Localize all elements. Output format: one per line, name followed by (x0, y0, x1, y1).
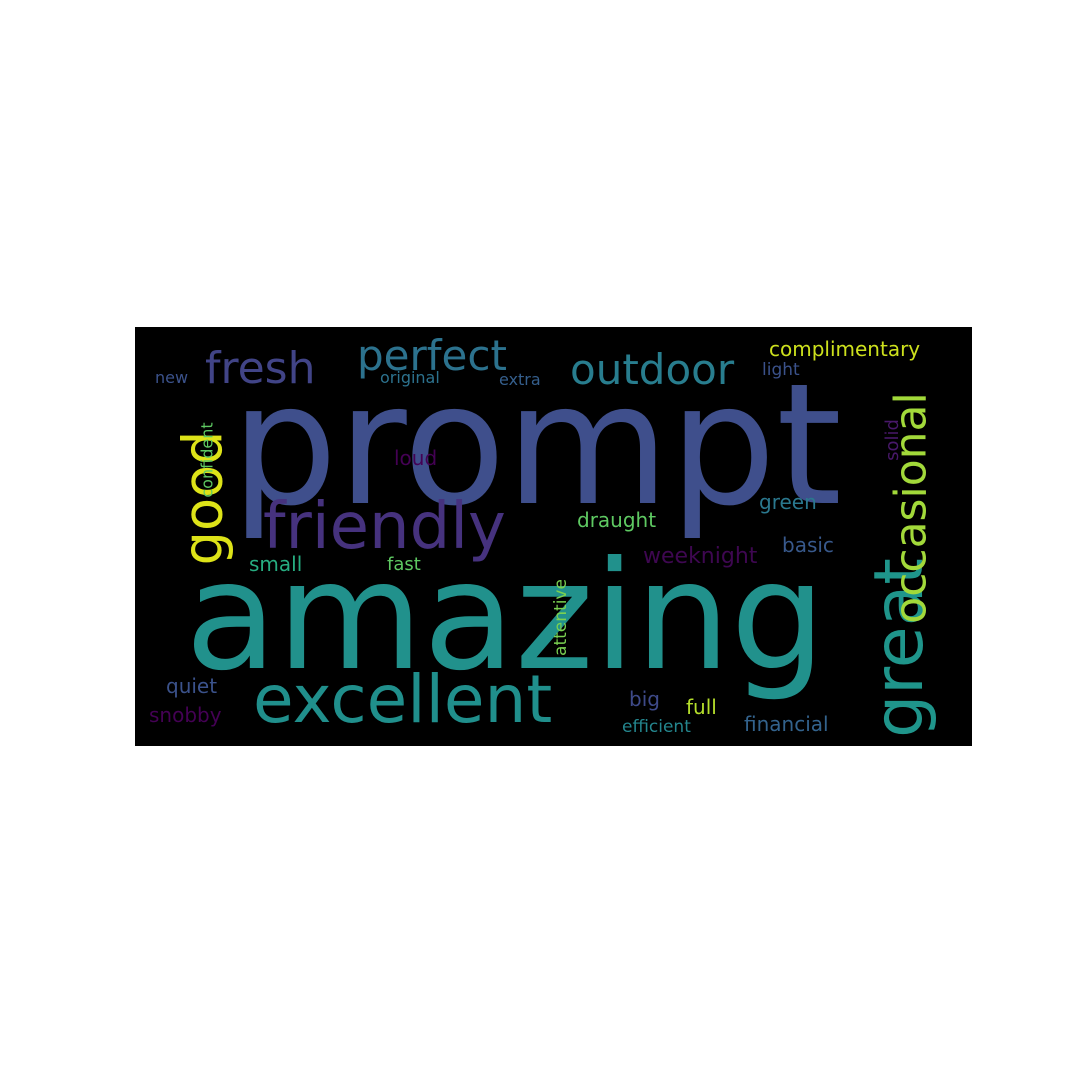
word-loud: loud (394, 446, 438, 470)
word-snobby: snobby (149, 703, 222, 727)
word-financial: financial (744, 712, 829, 736)
word-outdoor: outdoor (570, 345, 735, 394)
word-attentive: attentive (550, 579, 571, 656)
word-original: original (380, 368, 440, 387)
word-weeknight: weeknight (643, 544, 758, 569)
word-full: full (686, 695, 717, 719)
word-draught: draught (577, 508, 657, 532)
word-amazing: amazing (185, 530, 826, 704)
word-fresh: fresh (205, 343, 316, 394)
word-prompt: prompt (231, 347, 842, 543)
word-perfect: perfect (357, 331, 507, 380)
word-complimentary: complimentary (769, 337, 921, 361)
word-solid: solid (881, 419, 903, 461)
word-friendly: friendly (263, 490, 506, 564)
word-quiet: quiet (166, 674, 218, 698)
word-basic: basic (782, 533, 834, 557)
word-excellent: excellent (253, 661, 553, 738)
word-fast: fast (387, 554, 421, 575)
word-confident: confident (197, 422, 217, 498)
word-green: green (759, 490, 817, 514)
word-efficient: efficient (622, 717, 691, 737)
word-cloud-canvas: prompt amazing excellent friendly great … (135, 327, 972, 746)
word-big: big (629, 687, 660, 711)
word-light: light (762, 360, 800, 380)
word-new: new (155, 368, 189, 387)
word-small: small (249, 552, 303, 576)
word-extra: extra (499, 370, 541, 389)
